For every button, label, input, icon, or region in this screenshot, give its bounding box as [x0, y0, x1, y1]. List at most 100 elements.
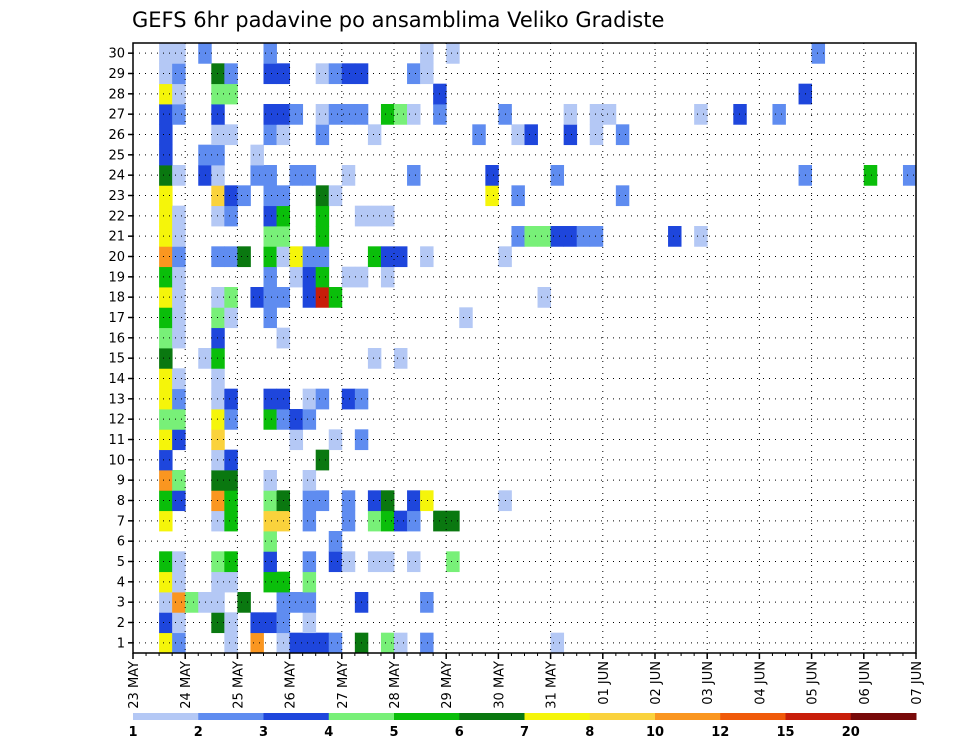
heatmap-cell [211, 246, 225, 268]
heatmap-cell [211, 510, 225, 532]
heatmap-cell [289, 632, 304, 654]
heatmap-cell [159, 246, 173, 268]
heatmap-cell [250, 287, 264, 308]
heatmap-cell [237, 592, 251, 613]
heatmap-cell [159, 388, 173, 410]
heatmap-cell [289, 429, 304, 451]
heatmap-cell [407, 63, 421, 85]
heatmap-cell [302, 510, 317, 532]
heatmap-cell [367, 348, 382, 369]
heatmap-cell [902, 165, 917, 186]
heatmap-cell [694, 226, 708, 247]
heatmap-cell [589, 226, 604, 247]
heatmap-cell [511, 226, 525, 247]
heatmap-cell [172, 104, 186, 125]
heatmap-cell [159, 551, 173, 573]
x-tick-label: 07 JUN [910, 661, 925, 705]
heatmap-cell [772, 104, 786, 125]
heatmap-cell [224, 571, 238, 593]
heatmap-cell [211, 388, 225, 410]
heatmap-cell [172, 551, 186, 573]
y-tick-label: 23 [108, 189, 125, 204]
heatmap-cell [694, 104, 708, 125]
heatmap-cell [159, 287, 173, 308]
heatmap-cell [302, 612, 317, 634]
heatmap-cell [615, 185, 630, 207]
x-tick-label: 23 MAY [127, 661, 142, 709]
heatmap-cell [159, 124, 173, 146]
heatmap-cell [380, 104, 395, 125]
x-tick-label: 25 MAY [231, 661, 246, 709]
heatmap-cell [172, 571, 186, 593]
heatmap-cell [420, 246, 434, 268]
y-tick-label: 9 [117, 474, 125, 489]
heatmap-cell [172, 63, 186, 85]
heatmap-cell [367, 490, 382, 512]
x-tick-label: 24 MAY [179, 661, 194, 709]
heatmap-cell [380, 510, 395, 532]
heatmap-cell [341, 266, 356, 288]
y-tick-label: 21 [108, 230, 125, 245]
heatmap-cell [159, 470, 173, 491]
heatmap-cell [263, 43, 277, 64]
heatmap-cell [315, 388, 330, 410]
heatmap-cell [224, 287, 238, 308]
heatmap-cell [315, 185, 330, 207]
heatmap-cell [211, 612, 225, 634]
y-tick-label: 29 [108, 67, 125, 82]
heatmap-cell [211, 63, 225, 85]
heatmap-cell [224, 185, 238, 207]
heatmap-cell [250, 632, 264, 654]
heatmap-cell [211, 551, 225, 573]
x-tick-label: 05 JUN [806, 661, 821, 705]
heatmap-cell [328, 185, 343, 207]
heatmap-cell [172, 632, 186, 654]
heatmap-cell [159, 165, 173, 186]
y-tick-label: 16 [108, 331, 125, 346]
heatmap-cell [172, 226, 186, 247]
y-tick-label: 8 [117, 494, 125, 509]
colorbar-label: 4 [324, 725, 333, 740]
heatmap-cell [211, 144, 225, 166]
heatmap-cell [263, 307, 277, 329]
heatmap-cell [224, 510, 238, 532]
heatmap-cell [328, 531, 343, 552]
heatmap-cell [472, 124, 486, 146]
heatmap-cell [263, 165, 277, 186]
heatmap-cell [537, 226, 551, 247]
heatmap-cell [211, 470, 225, 491]
colorbar-label: 7 [520, 725, 529, 740]
y-tick-label: 4 [117, 575, 125, 590]
y-tick-label: 2 [117, 616, 125, 631]
heatmap-cell [315, 490, 330, 512]
heatmap-cell [263, 551, 277, 573]
heatmap-cell [315, 287, 330, 308]
heatmap-cell [315, 449, 330, 471]
heatmap-cell [328, 104, 343, 125]
x-tick-label: 01 JUN [597, 661, 612, 705]
heatmap-cell [263, 571, 277, 593]
heatmap-cell [172, 368, 186, 390]
y-tick-label: 27 [108, 108, 125, 123]
heatmap-cell [380, 246, 395, 268]
x-tick-label: 04 JUN [753, 661, 768, 705]
heatmap-cell [263, 287, 277, 308]
heatmap-cell [263, 510, 277, 532]
heatmap-cell [211, 368, 225, 390]
heatmap-cell [172, 246, 186, 268]
x-tick-label: 27 MAY [336, 661, 351, 709]
heatmap-cell [302, 246, 317, 268]
heatmap-cell [811, 43, 826, 64]
heatmap-cell [315, 104, 330, 125]
heatmap-cell [224, 490, 238, 512]
heatmap-cell [263, 104, 277, 125]
heatmap-cell [172, 307, 186, 329]
heatmap-cell [159, 327, 173, 349]
heatmap-cell [420, 490, 434, 512]
y-tick-label: 28 [108, 87, 125, 102]
y-tick-label: 7 [117, 514, 125, 529]
heatmap-cell [172, 165, 186, 186]
heatmap-cell [420, 592, 434, 613]
heatmap-cell [224, 551, 238, 573]
heatmap-cell [615, 124, 630, 146]
